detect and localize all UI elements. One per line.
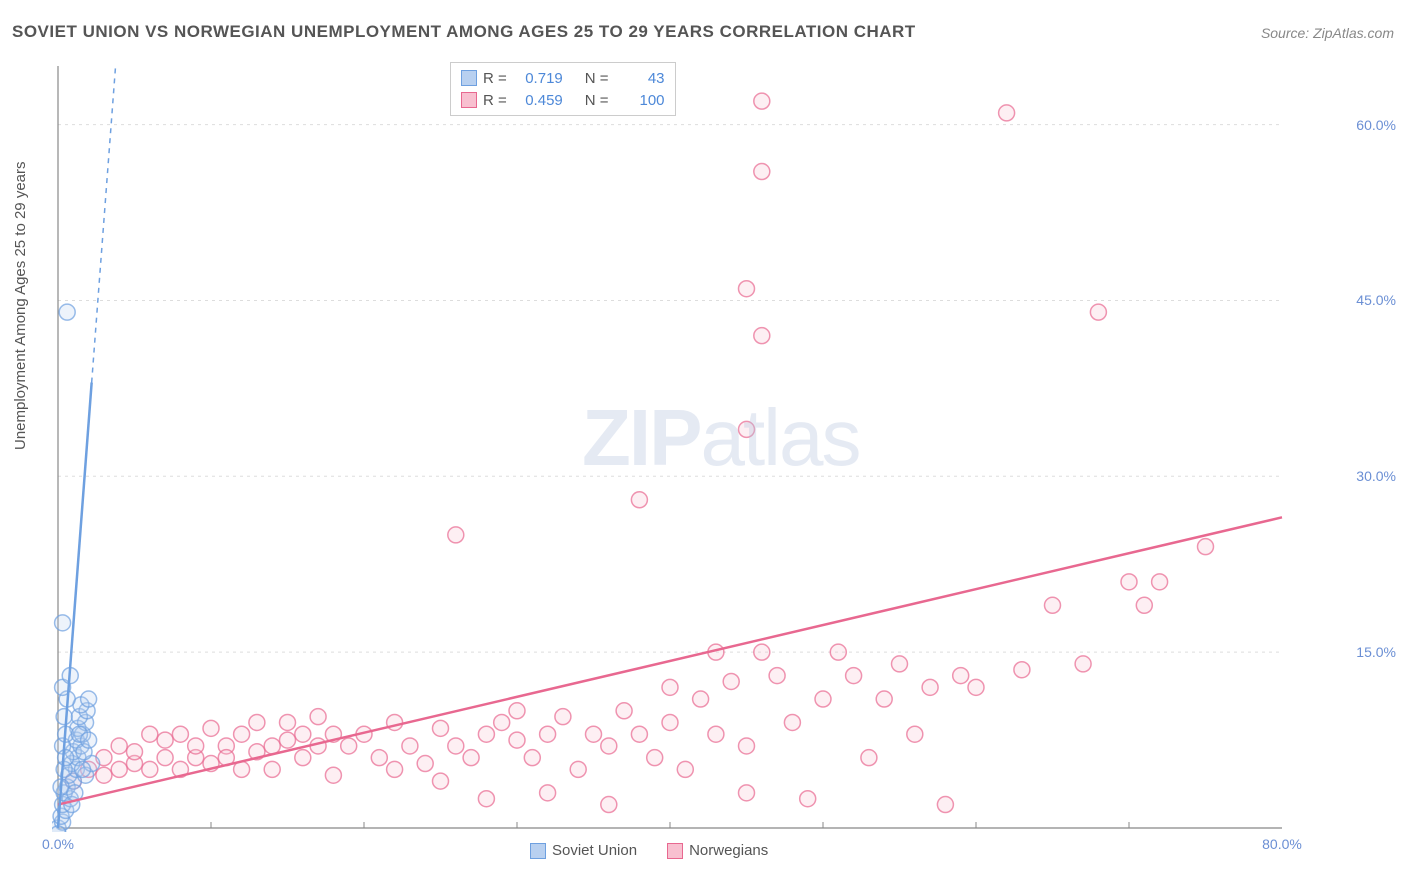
x-tick-label: 0.0% (42, 836, 74, 852)
chart-title: SOVIET UNION VS NORWEGIAN UNEMPLOYMENT A… (12, 22, 916, 42)
n-label: N = (585, 92, 609, 109)
n-label: N = (585, 70, 609, 87)
r-value-soviet: 0.719 (513, 70, 563, 87)
series-legend: Soviet Union Norwegians (530, 842, 768, 859)
r-value-norwegian: 0.459 (513, 92, 563, 109)
legend-label-soviet: Soviet Union (552, 842, 637, 859)
n-value-soviet: 43 (615, 70, 665, 87)
legend-swatch-soviet (461, 70, 477, 86)
x-tick-label: 80.0% (1262, 836, 1302, 852)
r-label: R = (483, 70, 507, 87)
legend-swatch-norwegian (667, 843, 683, 859)
scatter-plot: ZIPatlas (52, 62, 1342, 832)
n-value-norwegian: 100 (615, 92, 665, 109)
y-tick-label: 60.0% (1356, 117, 1396, 133)
y-tick-label: 30.0% (1356, 468, 1396, 484)
legend-label-norwegian: Norwegians (689, 842, 768, 859)
legend-swatch-soviet (530, 843, 546, 859)
r-label: R = (483, 92, 507, 109)
y-axis-title: Unemployment Among Ages 25 to 29 years (12, 161, 29, 450)
legend-swatch-norwegian (461, 92, 477, 108)
y-tick-label: 45.0% (1356, 292, 1396, 308)
y-tick-label: 15.0% (1356, 644, 1396, 660)
source-attribution: Source: ZipAtlas.com (1261, 25, 1394, 41)
correlation-legend: R = 0.719 N = 43 R = 0.459 N = 100 (450, 62, 676, 116)
